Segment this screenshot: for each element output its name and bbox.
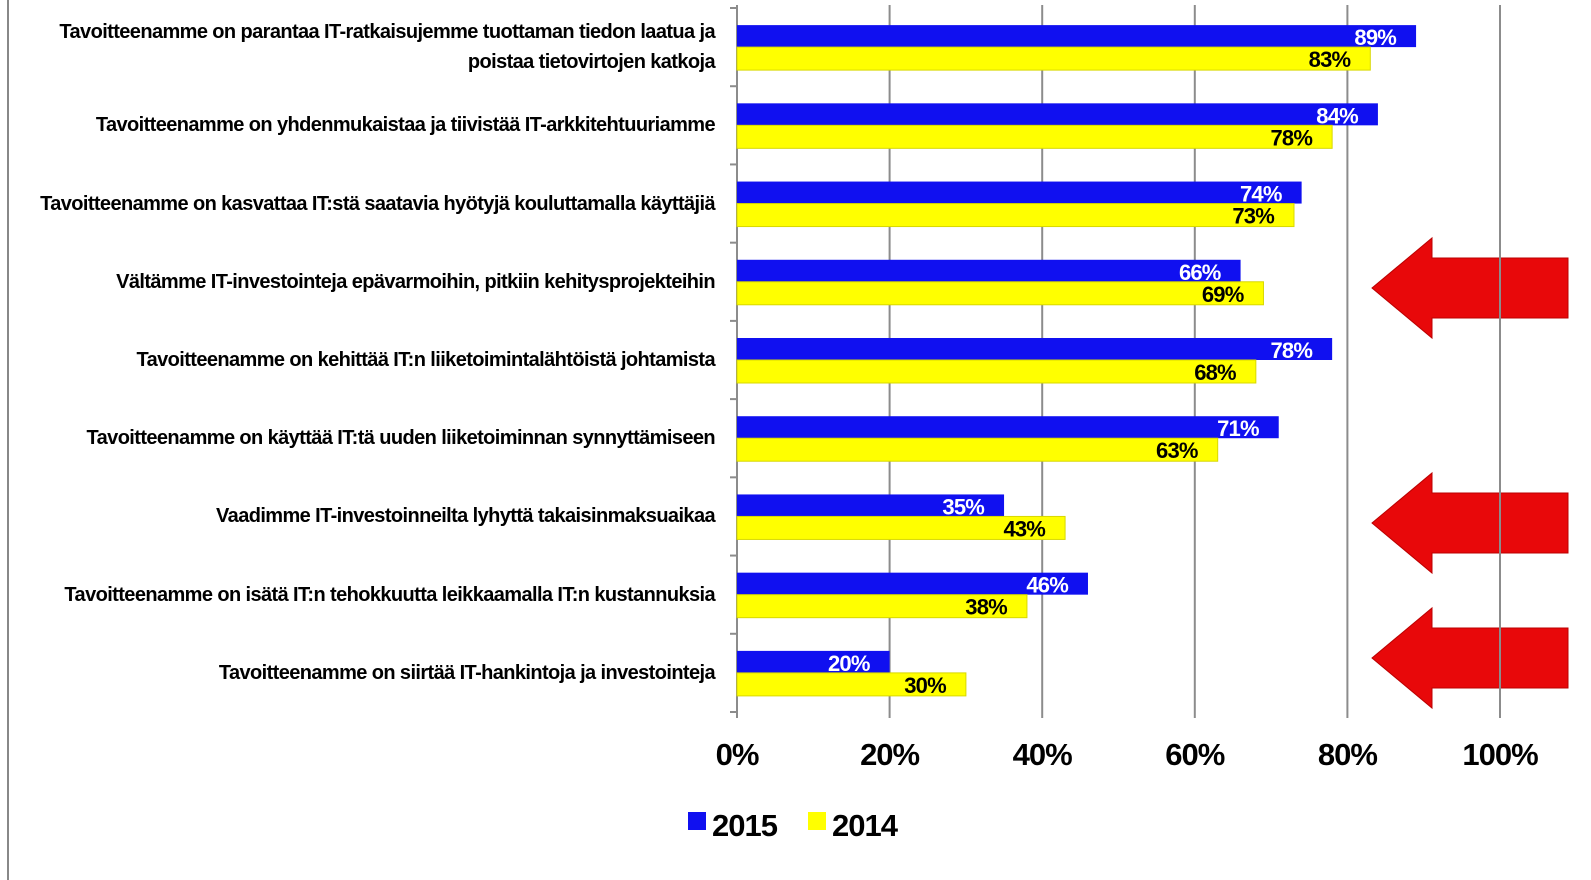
bar	[736, 594, 1028, 619]
value-label: 69%	[1202, 282, 1244, 307]
x-tick-label: 100%	[1462, 737, 1538, 772]
x-tick-label: 0%	[716, 737, 759, 772]
value-label: 35%	[942, 494, 984, 519]
y-tick-label: Tavoitteenamme on kehittää IT:n liiketoi…	[136, 349, 715, 371]
bar	[736, 359, 1257, 384]
value-label: 68%	[1194, 360, 1236, 385]
value-label: 89%	[1354, 25, 1396, 50]
value-label: 83%	[1309, 47, 1351, 72]
y-tick-label: Tavoitteenamme on käyttää IT:tä uuden li…	[86, 427, 716, 450]
bar	[736, 281, 1264, 306]
y-tick-label: Vaadimme IT-investoinneilta lyhyttä taka…	[216, 505, 716, 528]
y-tick-label: Tavoitteenamme on siirtää IT-hankintoja …	[218, 661, 716, 684]
value-label: 20%	[828, 651, 870, 676]
bar	[737, 25, 1417, 48]
value-label: 63%	[1156, 438, 1198, 463]
value-label: 66%	[1179, 260, 1221, 285]
bar	[737, 494, 1005, 517]
bar	[736, 203, 1295, 228]
legend-swatch	[808, 812, 826, 830]
value-label: 78%	[1270, 125, 1312, 150]
bar	[737, 572, 1088, 595]
arrow	[1371, 471, 1569, 575]
arrows	[1371, 236, 1569, 710]
legend-label: 2015	[712, 808, 778, 843]
bar	[736, 46, 1371, 71]
value-label: 84%	[1316, 103, 1358, 128]
x-tick-label: 60%	[1165, 737, 1224, 772]
legend-label: 2014	[832, 808, 899, 843]
bar	[736, 672, 967, 697]
bar	[737, 103, 1378, 126]
bar	[736, 515, 1066, 540]
bar	[736, 124, 1333, 149]
value-label: 78%	[1270, 338, 1312, 363]
value-label: 73%	[1232, 204, 1274, 229]
value-label: 43%	[1003, 516, 1045, 541]
y-tick-label: Tavoitteenamme on kasvattaa IT:stä saata…	[40, 192, 716, 215]
value-label: 71%	[1217, 416, 1259, 441]
y-tick-label: Tavoitteenamme on parantaa IT-ratkaisuje…	[59, 21, 715, 74]
y-tick-label: Tavoitteenamme on isätä IT:n tehokkuutta…	[64, 583, 715, 606]
bar	[737, 181, 1302, 204]
value-label: 74%	[1240, 182, 1282, 207]
arrow	[1371, 236, 1569, 340]
value-label: 30%	[904, 673, 946, 698]
value-label: 38%	[965, 595, 1007, 620]
bar	[737, 338, 1333, 360]
arrow	[1371, 606, 1569, 710]
bar	[736, 437, 1219, 462]
bar	[737, 416, 1279, 439]
x-tick-label: 40%	[1013, 737, 1072, 772]
y-tick-label: Tavoitteenamme on yhdenmukaistaa ja tiiv…	[95, 114, 716, 137]
bar	[737, 259, 1241, 282]
y-tick-label: Vältämme IT-investointeja epävarmoihin, …	[116, 270, 715, 293]
x-tick-label: 80%	[1318, 737, 1377, 772]
x-tick-label: 20%	[860, 737, 919, 772]
bar	[737, 650, 890, 673]
legend-swatch	[688, 812, 706, 830]
value-label: 46%	[1026, 573, 1068, 598]
